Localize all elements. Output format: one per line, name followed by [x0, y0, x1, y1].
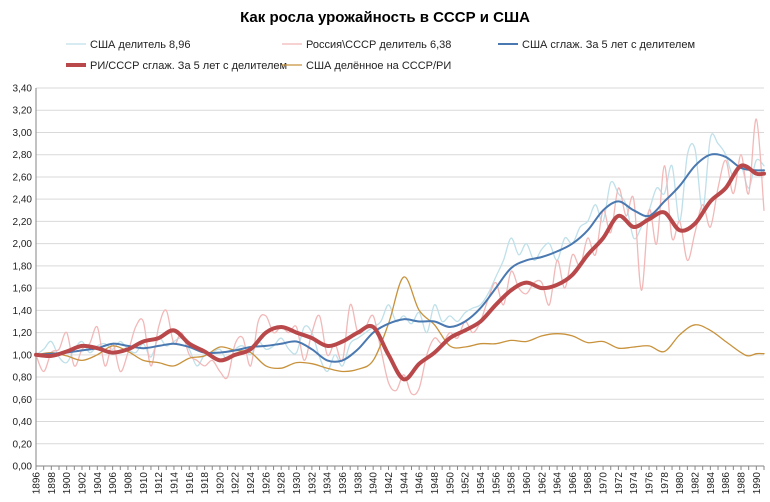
x-tick-label: 1906	[108, 472, 119, 495]
x-tick-label: 1958	[507, 472, 518, 495]
y-tick-label: 1,20	[13, 328, 33, 339]
y-tick-label: 1,40	[13, 306, 33, 317]
y-tick-label: 0,60	[13, 395, 33, 406]
x-tick-label: 1968	[583, 472, 594, 495]
y-tick-label: 2,00	[13, 239, 33, 250]
x-tick-label: 1940	[369, 472, 380, 495]
x-tick-label: 1936	[338, 472, 349, 495]
x-tick-label: 1970	[599, 472, 610, 495]
legend-label-1: Россия\СССР делитель 6,38	[306, 39, 451, 51]
x-tick-label: 1978	[660, 472, 671, 495]
x-tick-label: 1966	[568, 472, 579, 495]
x-tick-label: 1912	[154, 472, 165, 495]
y-tick-label: 1,00	[13, 350, 33, 361]
legend-label-0: США делитель 8,96	[90, 39, 190, 51]
x-tick-label: 1904	[93, 472, 104, 495]
x-tick-label: 1910	[139, 472, 150, 495]
series-line-2	[35, 153, 765, 363]
x-tick-label: 1930	[292, 472, 303, 495]
x-tick-label: 1896	[32, 472, 43, 495]
x-tick-label: 1972	[614, 472, 625, 495]
x-tick-label: 1986	[721, 472, 732, 495]
x-tick-label: 1934	[323, 472, 334, 495]
x-tick-label: 1954	[476, 472, 487, 495]
series-group	[34, 118, 766, 396]
x-tick-label: 1900	[62, 472, 73, 495]
y-tick-label: 2,80	[13, 150, 33, 161]
y-tick-label: 2,40	[13, 195, 33, 206]
x-tick-label: 1916	[185, 472, 196, 495]
x-tick-label: 1922	[231, 472, 242, 495]
x-tick-label: 1914	[169, 472, 180, 495]
x-tick-label: 1950	[445, 472, 456, 495]
x-tick-label: 1918	[200, 472, 211, 495]
x-tick-label: 1982	[691, 472, 702, 495]
x-tick-label: 1962	[537, 472, 548, 495]
y-tick-label: 0,20	[13, 439, 33, 450]
y-axis: 0,00 0,20 0,40 0,60 0,80 1,00 1,20 1,40 1,60 1,80…	[13, 84, 37, 473]
x-tick-label: 1984	[706, 472, 717, 495]
x-tick-label: 1938	[353, 472, 364, 495]
legend-label-2: США сглаж. За 5 лет с делителем	[522, 39, 695, 51]
x-tick-label: 1980	[675, 472, 686, 495]
x-tick-label: 1952	[461, 472, 472, 495]
x-tick-label: 1944	[399, 472, 410, 495]
x-tick-label: 1928	[277, 472, 288, 495]
x-tick-label: 1990	[752, 472, 763, 495]
y-tick-label: 2,20	[13, 217, 33, 228]
x-tick-label: 1988	[737, 472, 748, 495]
x-tick-label: 1956	[491, 472, 502, 495]
legend: США делитель 8,96 Россия\СССР делитель 6,…	[66, 39, 695, 72]
y-tick-label: 0,80	[13, 373, 33, 384]
chart-title: Как росла урожайность в СССР и США	[240, 9, 530, 26]
x-tick-label: 1902	[77, 472, 88, 495]
y-tick-label: 1,80	[13, 261, 33, 272]
x-tick-label: 1974	[629, 472, 640, 495]
x-tick-label: 1948	[430, 472, 441, 495]
y-tick-label: 3,00	[13, 128, 33, 139]
x-tick-label: 1926	[261, 472, 272, 495]
x-tick-label: 1908	[123, 472, 134, 495]
y-tick-label: 0,00	[13, 462, 33, 473]
series-line-1	[35, 118, 765, 396]
legend-label-4: США делённое на СССР/РИ	[306, 60, 451, 72]
x-tick-label: 1920	[215, 472, 226, 495]
x-axis: 1896 1898 1900 1902 1904 1906 1908 1910 1912 1914…	[32, 465, 765, 495]
series-line-4	[35, 276, 765, 373]
x-tick-label: 1932	[307, 472, 318, 495]
x-tick-label: 1960	[522, 472, 533, 495]
x-tick-label: 1976	[645, 472, 656, 495]
x-tick-label: 1946	[415, 472, 426, 495]
y-tick-label: 3,20	[13, 106, 33, 117]
y-tick-label: 0,40	[13, 417, 33, 428]
x-tick-label: 1898	[47, 472, 58, 495]
series-line-3	[34, 163, 766, 382]
y-tick-label: 2,60	[13, 172, 33, 183]
gridlines	[36, 87, 764, 467]
x-tick-label: 1924	[246, 472, 257, 495]
legend-label-3: РИ/СССР сглаж. За 5 лет с делителем	[90, 60, 287, 72]
y-tick-label: 1,60	[13, 284, 33, 295]
x-tick-label: 1964	[553, 472, 564, 495]
x-tick-label: 1942	[384, 472, 395, 495]
y-tick-label: 3,40	[13, 84, 33, 95]
